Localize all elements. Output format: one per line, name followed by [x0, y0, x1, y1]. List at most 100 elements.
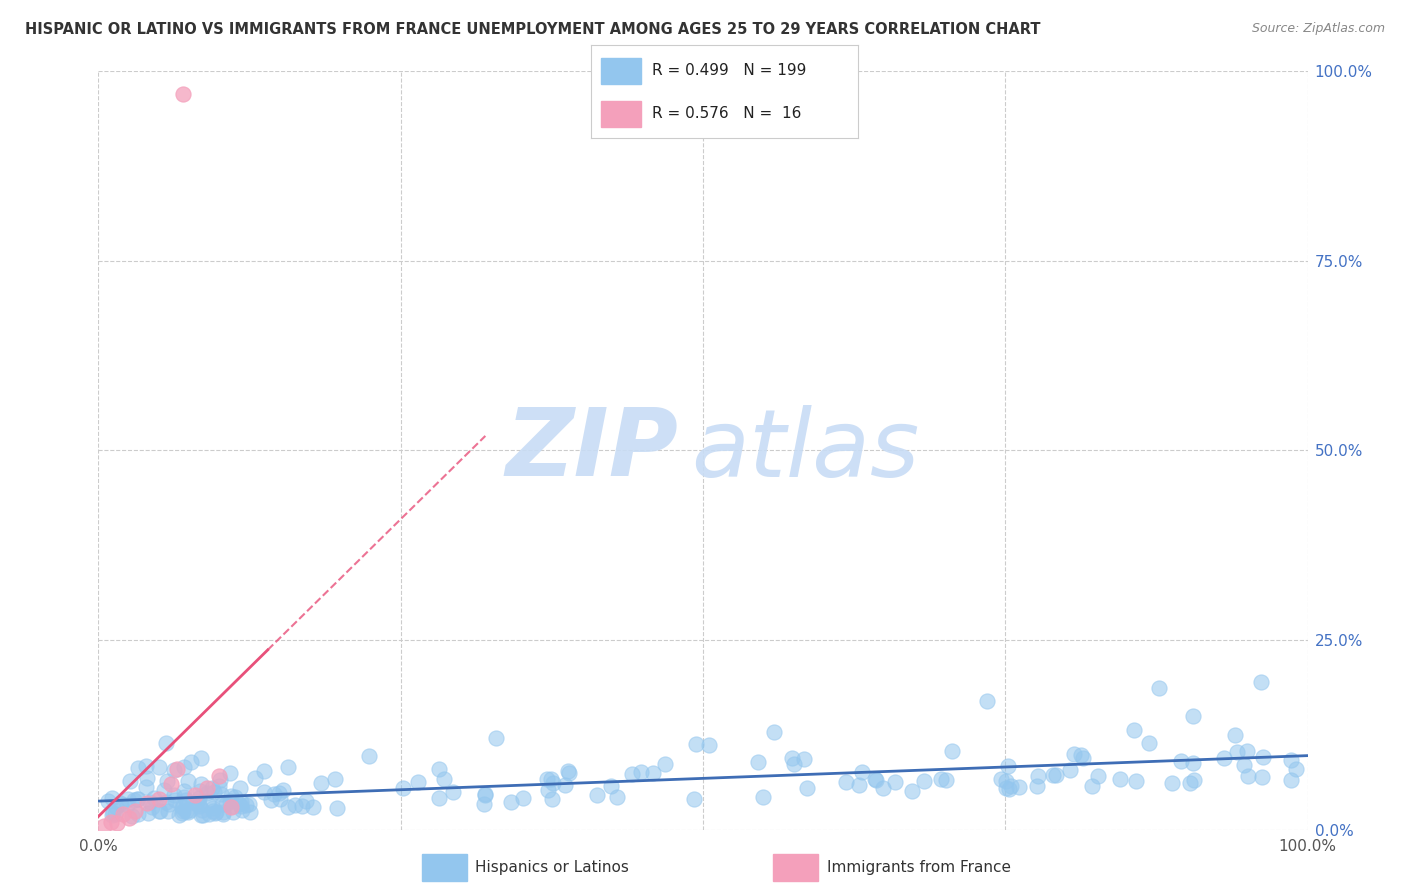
Point	[156, 774, 179, 789]
Point	[243, 771, 266, 785]
Point	[277, 760, 299, 774]
Point	[173, 784, 195, 798]
Point	[139, 795, 162, 809]
Point	[169, 807, 191, 822]
Point	[1251, 750, 1274, 764]
Point	[997, 759, 1019, 773]
Point	[558, 766, 581, 780]
Point	[1071, 751, 1094, 765]
Point	[1081, 779, 1104, 793]
Point	[136, 771, 159, 785]
Point	[1026, 779, 1049, 793]
Point	[186, 795, 208, 809]
Point	[543, 775, 565, 789]
Point	[221, 800, 243, 814]
Point	[100, 815, 122, 830]
Point	[976, 694, 998, 708]
Point	[93, 819, 115, 833]
Point	[1125, 773, 1147, 788]
Point	[103, 806, 125, 821]
Point	[1225, 728, 1247, 742]
Point	[935, 772, 957, 787]
Point	[512, 791, 534, 805]
Point	[187, 791, 209, 805]
Point	[198, 807, 221, 822]
Point	[441, 784, 464, 798]
Point	[118, 811, 141, 825]
Point	[1279, 773, 1302, 788]
Point	[228, 797, 250, 811]
Point	[176, 773, 198, 788]
Point	[212, 806, 235, 821]
Point	[136, 805, 159, 820]
Point	[621, 766, 644, 780]
Point	[183, 795, 205, 809]
Point	[163, 763, 186, 777]
Point	[302, 800, 325, 814]
Point	[630, 765, 652, 780]
Point	[586, 789, 609, 803]
Point	[191, 807, 214, 822]
Point	[221, 805, 243, 819]
Point	[204, 805, 226, 820]
Point	[172, 800, 194, 814]
Point	[253, 764, 276, 778]
Point	[474, 788, 496, 802]
Point	[219, 793, 242, 807]
Point	[209, 787, 232, 801]
Point	[127, 792, 149, 806]
Point	[105, 816, 128, 830]
Point	[1182, 709, 1205, 723]
Text: HISPANIC OR LATINO VS IMMIGRANTS FROM FRANCE UNEMPLOYMENT AMONG AGES 25 TO 29 YE: HISPANIC OR LATINO VS IMMIGRANTS FROM FR…	[25, 22, 1040, 37]
Point	[231, 799, 253, 814]
Point	[190, 807, 212, 822]
Point	[699, 739, 721, 753]
Point	[188, 799, 211, 814]
Point	[326, 800, 349, 814]
Point	[215, 797, 238, 812]
Point	[537, 783, 560, 797]
Point	[1008, 780, 1031, 795]
Point	[208, 779, 231, 793]
Point	[115, 798, 138, 813]
Text: R = 0.576   N =  16: R = 0.576 N = 16	[652, 106, 801, 121]
Point	[180, 755, 202, 769]
Point	[149, 804, 172, 818]
Point	[202, 785, 225, 799]
Point	[1042, 768, 1064, 782]
Point	[229, 781, 252, 796]
Point	[160, 777, 183, 791]
Point	[900, 784, 922, 798]
Point	[172, 87, 194, 102]
Point	[179, 803, 201, 817]
Point	[1182, 772, 1205, 787]
Point	[190, 751, 212, 765]
Point	[201, 800, 224, 814]
Text: Source: ZipAtlas.com: Source: ZipAtlas.com	[1251, 22, 1385, 36]
Point	[172, 806, 194, 821]
Point	[557, 764, 579, 778]
Point	[485, 731, 508, 746]
Point	[212, 805, 235, 819]
Point	[995, 773, 1018, 788]
Point	[174, 804, 197, 818]
Point	[683, 792, 706, 806]
Point	[600, 779, 623, 793]
Point	[260, 793, 283, 807]
Text: atlas: atlas	[690, 405, 920, 496]
Point	[163, 793, 186, 807]
Point	[221, 789, 243, 804]
Point	[540, 772, 562, 787]
Point	[101, 790, 124, 805]
Point	[1170, 754, 1192, 768]
Point	[1059, 763, 1081, 777]
Point	[780, 751, 803, 765]
Point	[1063, 747, 1085, 762]
Point	[1233, 757, 1256, 772]
Point	[865, 772, 887, 787]
Point	[155, 736, 177, 750]
Point	[990, 772, 1012, 786]
Point	[912, 774, 935, 789]
FancyBboxPatch shape	[602, 101, 641, 127]
Point	[127, 806, 149, 821]
